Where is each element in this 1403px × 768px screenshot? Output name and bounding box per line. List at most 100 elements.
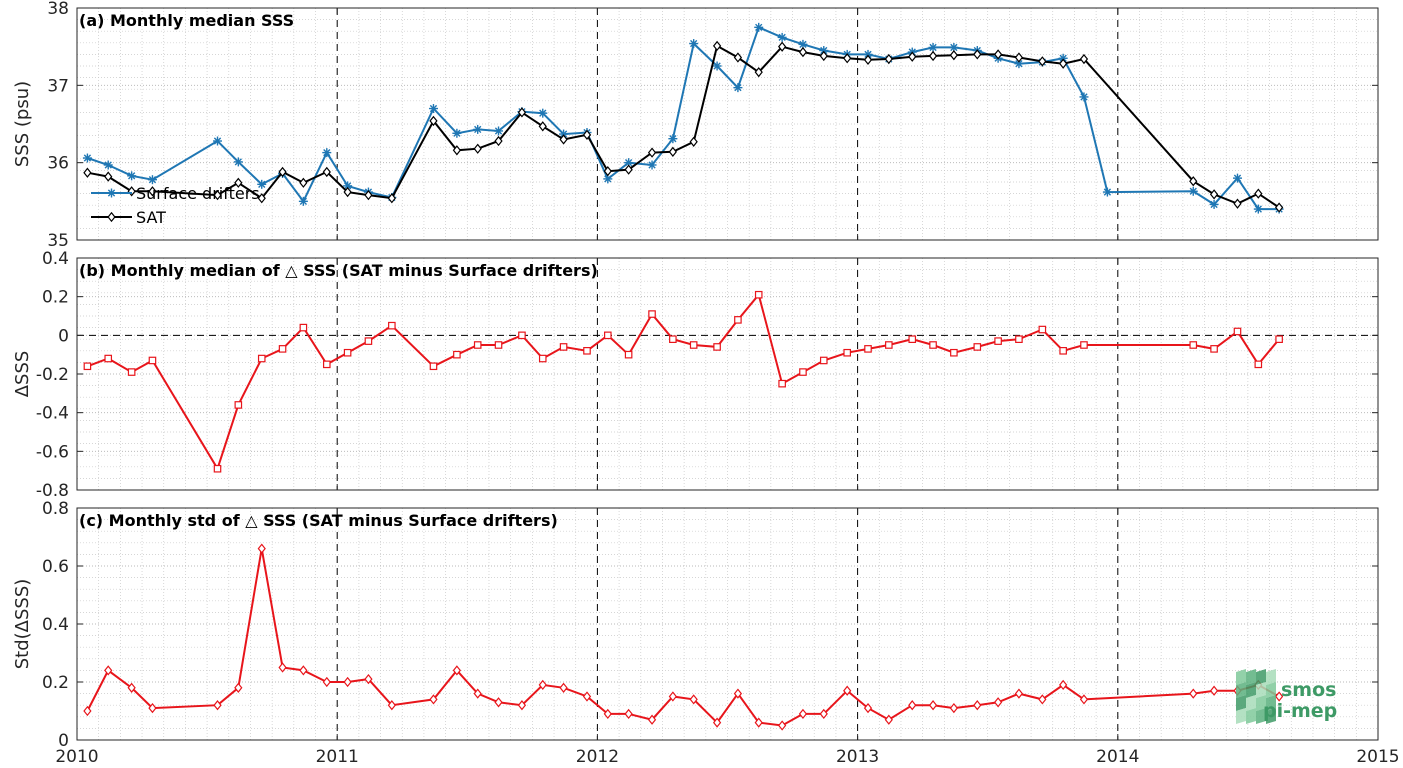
data-point [864,345,872,353]
data-point [819,356,828,365]
data-point [299,665,308,676]
logo-tile [1236,695,1246,711]
data-point [863,702,873,714]
logo-tile [1266,669,1276,685]
x-tick-label: 2015 [1356,747,1399,767]
data-point [299,177,308,188]
series-line-b [83,290,1283,473]
data-point [733,688,743,699]
data-point [299,323,308,332]
data-point [494,697,503,708]
data-point [257,543,266,554]
legend-label: SAT [136,208,166,227]
data-point [843,348,851,357]
data-point [298,196,308,206]
data-point [234,177,243,188]
data-point [689,136,698,147]
data-point [1253,204,1263,214]
data-point [928,50,938,62]
data-point [517,107,527,118]
data-point [213,700,222,711]
data-point [538,121,547,132]
data-point [1014,688,1024,699]
data-point [1275,335,1283,344]
data-point [973,49,982,60]
data-point [322,166,331,178]
logo-tile [1246,682,1256,698]
data-point [387,193,396,204]
y-tick-label: -0.2 [36,365,69,385]
logo-tile [1236,708,1246,724]
data-point [473,124,483,134]
data-point [559,134,568,145]
data-point [213,136,223,146]
data-point [1232,173,1242,183]
data-point [452,128,462,138]
data-point [1209,685,1219,696]
data-point [147,175,157,185]
data-point [1209,189,1219,200]
data-point [233,157,243,167]
data-point [1059,347,1067,355]
data-point [908,51,917,62]
data-point [647,147,657,158]
data-point [648,310,656,318]
data-point [322,148,332,158]
data-point [1210,345,1218,353]
data-point [668,134,678,144]
data-point [322,676,331,688]
y-tick-label: 36 [47,154,69,174]
data-point [713,343,721,351]
legend: Surface drifters SAT [91,184,260,227]
data-point [257,354,266,363]
y-tick-label: 38 [47,0,69,19]
data-point [148,702,157,714]
data-point [473,688,482,699]
data-point [819,708,828,720]
data-point [884,714,893,725]
data-point [83,705,92,717]
data-point [1189,341,1198,349]
y-tick-label: 0.2 [42,288,69,308]
data-point [582,129,592,140]
data-point [712,40,722,52]
data-point [885,341,893,349]
data-point [388,321,396,330]
data-point [884,53,893,65]
series-sat [83,40,1284,213]
y-tick-label: 0 [58,326,69,346]
data-point [343,186,352,198]
data-point [518,331,526,340]
data-point [582,691,592,702]
data-point [104,665,113,676]
panel-a: 35 36 37 38 SSS (psu) (a) Monthly median SSS S… [12,0,1379,251]
data-point [1014,52,1024,63]
y-tick-label: 0.6 [42,557,69,577]
data-point [538,354,547,363]
data-point [428,104,438,114]
y-axis-label: SSS (psu) [12,81,33,167]
data-point [364,337,373,345]
y-tick-label: 37 [47,76,69,96]
logo-text-pimep: pi-mep [1263,700,1337,722]
data-point [559,682,568,693]
data-point [517,700,527,711]
data-point [473,341,482,349]
data-point [1059,679,1068,691]
data-point [234,401,243,409]
data-point [364,189,373,201]
legend-marker [107,211,116,223]
data-point [993,697,1003,708]
data-point [538,108,548,118]
logo-tile [1246,708,1256,724]
data-point [1038,694,1047,705]
data-point [950,348,958,357]
data-point [604,331,612,340]
data-point [148,186,157,197]
panel-b: -0.8 -0.6 -0.4 -0.2 0 0.2 0.4 ΔSSS (b) Monthly m… [12,249,1379,501]
data-point [82,153,92,163]
data-point [908,335,917,344]
data-point [949,702,959,714]
data-point [624,158,634,168]
